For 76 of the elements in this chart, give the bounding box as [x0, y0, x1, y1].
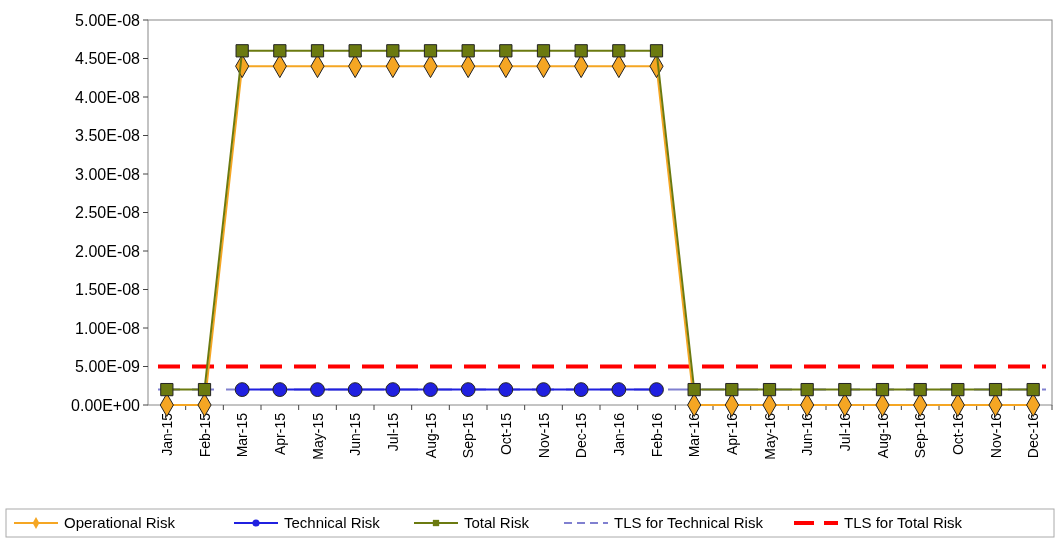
y-tick-label: 5.00E-08	[75, 11, 141, 29]
point	[800, 382, 814, 397]
x-tick-label: Jul-16	[836, 412, 853, 452]
x-tick-label: Dec-16	[1025, 412, 1042, 459]
point	[461, 44, 475, 58]
legend-label: TLS for Technical Risk	[614, 514, 764, 532]
x-tick-label: Nov-16	[987, 412, 1004, 459]
y-tick-label: 1.00E-08	[75, 319, 141, 337]
point	[423, 382, 438, 397]
y-tick-label: 2.00E-08	[75, 242, 141, 260]
legend-label: Total Risk	[464, 514, 530, 532]
point	[348, 44, 362, 58]
x-tick-label: Feb-15	[196, 412, 213, 458]
point	[160, 382, 174, 397]
point	[423, 44, 438, 58]
point	[499, 44, 513, 58]
x-tick-label: Jan-16	[610, 412, 627, 456]
x-tick-label: Feb-16	[648, 412, 665, 458]
y-tick-label: 4.50E-08	[75, 50, 141, 68]
y-tick-label: 4.00E-08	[75, 88, 141, 106]
point	[649, 44, 664, 58]
x-tick-label: May-15	[309, 412, 326, 460]
point	[725, 382, 739, 397]
x-tick-label: Mar-15	[234, 412, 251, 458]
x-tick-label: Sep-16	[912, 412, 929, 459]
y-tick-label: 1.50E-08	[75, 281, 141, 299]
legend-label: Operational Risk	[64, 514, 176, 532]
point	[951, 382, 965, 397]
point	[536, 382, 551, 397]
point	[234, 382, 250, 397]
point	[197, 382, 212, 397]
point	[460, 382, 476, 397]
point	[875, 382, 890, 397]
point	[273, 44, 287, 58]
y-tick-label: 3.50E-08	[75, 127, 141, 145]
x-tick-label: Sep-15	[460, 412, 477, 459]
point	[574, 44, 588, 58]
x-tick-label: Aug-16	[874, 412, 891, 459]
point	[235, 44, 249, 58]
x-tick-label: Jun-15	[347, 412, 364, 456]
point	[762, 382, 777, 397]
x-tick-label: Jul-15	[384, 412, 401, 452]
x-tick-label: Apr-16	[723, 412, 740, 456]
point	[611, 382, 627, 397]
point	[1026, 382, 1040, 397]
x-tick-label: May-16	[761, 412, 778, 460]
y-tick-label: 3.00E-08	[75, 165, 141, 183]
point	[347, 382, 363, 397]
point	[988, 382, 1003, 397]
point	[838, 382, 852, 397]
x-tick-label: Dec-15	[573, 412, 590, 459]
y-tick-label: 5.00E-09	[75, 358, 141, 376]
point	[913, 382, 927, 397]
x-tick-label: Mar-16	[686, 412, 703, 458]
point	[385, 382, 401, 397]
x-tick-label: Jun-16	[799, 412, 816, 456]
point	[386, 44, 400, 58]
x-tick-label: Aug-15	[422, 412, 439, 459]
x-tick-label: Jan-15	[158, 412, 175, 456]
point	[536, 44, 551, 58]
y-tick-label: 2.50E-08	[75, 204, 141, 222]
point	[498, 382, 514, 397]
x-tick-label: Nov-15	[535, 412, 552, 459]
y-tick-label: 0.00E+00	[71, 396, 141, 414]
point	[310, 44, 325, 58]
legend-label: Technical Risk	[284, 514, 381, 532]
point	[612, 44, 626, 58]
point	[573, 382, 589, 397]
x-tick-label: Apr-15	[271, 412, 288, 456]
point	[687, 382, 701, 397]
point	[272, 382, 288, 397]
x-tick-label: Oct-16	[949, 412, 966, 456]
point	[310, 382, 325, 397]
point	[649, 382, 664, 397]
x-tick-label: Oct-15	[497, 412, 514, 456]
legend-label: TLS for Total Risk	[844, 514, 963, 532]
